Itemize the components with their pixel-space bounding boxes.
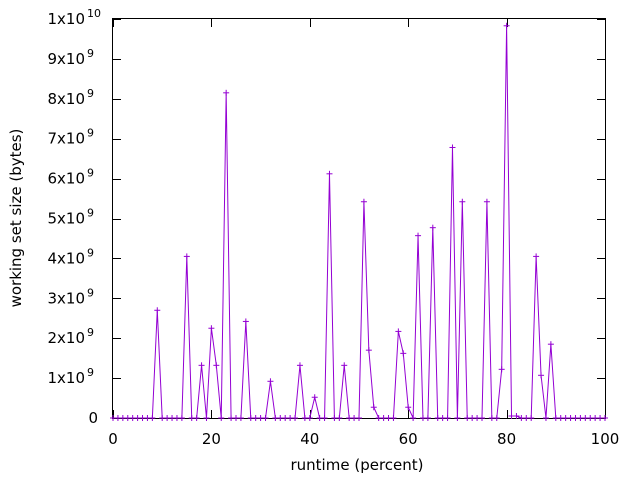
data-point (479, 415, 485, 421)
data-point (198, 362, 205, 369)
data-point (336, 415, 343, 421)
series-group (110, 22, 608, 421)
y-tick-label: 0 (88, 409, 98, 427)
data-point (154, 307, 161, 314)
data-point (149, 415, 156, 421)
data-point (405, 404, 412, 411)
data-point (360, 198, 367, 205)
data-point (311, 394, 318, 401)
data-point (547, 341, 554, 348)
data-point (178, 415, 185, 421)
x-tick-label: 40 (300, 430, 319, 448)
data-point (390, 415, 397, 421)
y-tick-exponent: 9 (87, 87, 94, 100)
data-point (395, 328, 402, 335)
y-tick-label: 4x10 (47, 249, 85, 267)
data-point (213, 362, 220, 369)
data-point (208, 325, 215, 332)
data-point (326, 170, 333, 177)
y-tick-label: 8x10 (47, 90, 85, 108)
data-point (424, 415, 431, 421)
data-point (223, 89, 230, 96)
y-tick-label: 2x10 (47, 329, 85, 347)
y-tick-label: 7x10 (47, 130, 85, 148)
y-tick-exponent: 9 (87, 286, 94, 299)
y-tick-label: 3x10 (47, 289, 85, 307)
y-tick-label: 9x10 (47, 50, 85, 68)
data-point (513, 413, 520, 420)
data-point (356, 415, 362, 421)
data-point (503, 22, 510, 29)
data-point (528, 415, 535, 421)
data-point (218, 415, 225, 421)
data-point (365, 347, 372, 354)
y-tick-exponent: 9 (87, 246, 94, 259)
data-point (242, 318, 249, 325)
y-tick-label: 1x10 (47, 10, 85, 28)
data-point (370, 404, 377, 411)
data-point (444, 415, 451, 421)
y-tick-exponent: 9 (87, 127, 94, 140)
y-tick-label: 1x10 (47, 369, 85, 387)
y-tick-exponent: 9 (87, 167, 94, 180)
data-point (542, 415, 549, 421)
data-point (449, 144, 456, 151)
data-point (493, 415, 500, 421)
y-tick-exponent: 9 (87, 47, 94, 60)
data-point (459, 198, 466, 205)
data-point (183, 253, 190, 260)
x-tick-label: 0 (108, 430, 118, 448)
data-point (193, 415, 200, 421)
data-point (410, 415, 417, 421)
x-tick-label: 20 (202, 430, 221, 448)
data-point (400, 350, 407, 357)
axis-ticks (113, 19, 606, 419)
x-tick-label: 80 (497, 430, 516, 448)
data-point (296, 362, 303, 369)
data-point (538, 372, 545, 379)
y-tick-label: 6x10 (47, 170, 85, 188)
data-point (292, 415, 299, 421)
series-line (113, 25, 605, 419)
data-point (267, 378, 274, 385)
data-point (602, 415, 608, 421)
y-tick-label: 5x10 (47, 210, 85, 228)
data-point (483, 198, 490, 205)
y-tick-exponent: 10 (87, 7, 101, 20)
x-tick-label: 60 (399, 430, 418, 448)
data-point (533, 253, 540, 260)
plot-frame (112, 18, 606, 419)
y-tick-exponent: 9 (87, 366, 94, 379)
data-point (454, 415, 461, 421)
x-tick-labels: 0 20 40 60 80 100 (108, 430, 619, 448)
x-tick-label: 100 (591, 430, 620, 448)
data-point (415, 232, 422, 239)
data-point (429, 224, 436, 231)
data-point (341, 362, 348, 369)
data-point (237, 415, 244, 421)
data-point (203, 415, 210, 421)
data-point (498, 366, 505, 373)
data-point (306, 415, 313, 421)
y-tick-exponent: 9 (87, 207, 94, 220)
y-tick-exponent: 9 (87, 326, 94, 339)
data-point (262, 415, 269, 421)
data-point (321, 415, 328, 421)
x-axis-title: runtime (percent) (291, 456, 424, 474)
y-axis-title: working set size (bytes) (7, 129, 25, 308)
